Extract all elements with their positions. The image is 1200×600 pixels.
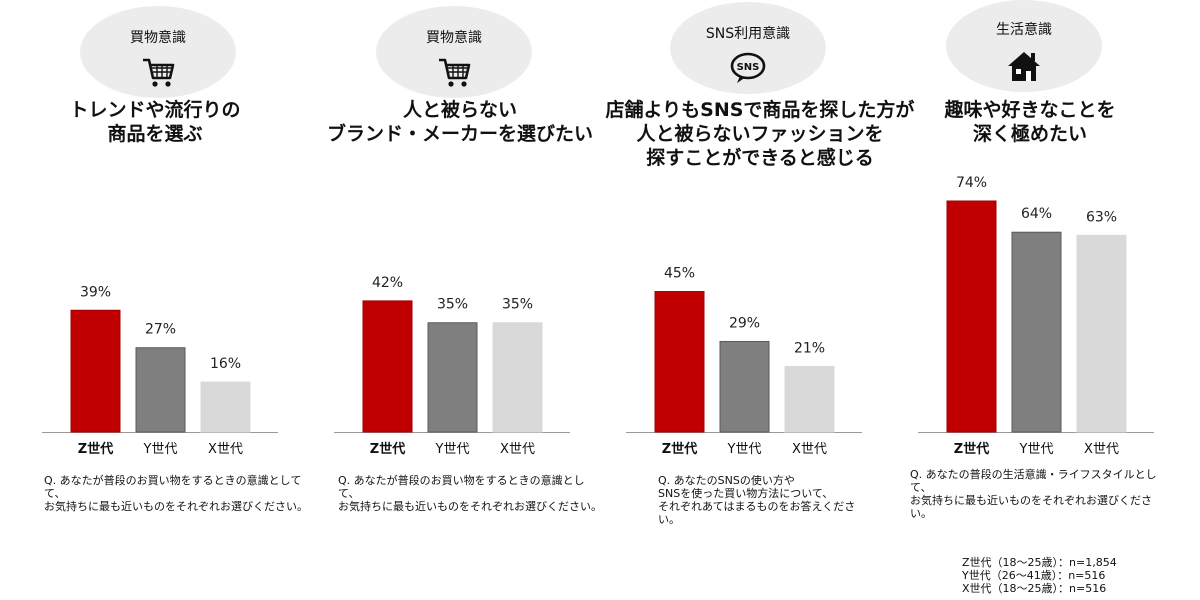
data-label: 27%: [145, 322, 176, 338]
sample-size-note: Z世代（18～25歳）：n=1,854 Y世代（26～41歳）：n=516 X世…: [962, 556, 1117, 595]
headline: 趣味や好きなことを 深く極めたい: [870, 98, 1190, 146]
category-label: Z世代: [78, 441, 113, 457]
headline-line: 深く極めたい: [972, 123, 1087, 145]
data-label: 35%: [502, 297, 533, 313]
headline-line: 商品を選ぶ: [107, 123, 203, 145]
badge-label: SNS利用意識: [705, 26, 791, 42]
question-line: Q. あなたの普段の生活意識・ライフスタイルとし: [910, 468, 1157, 481]
question-line: お気持ちに最も近いものをそれぞれお選びくださ: [910, 494, 1152, 507]
category-label: X世代: [792, 442, 827, 457]
category-label: Z世代: [370, 441, 405, 457]
data-label: 21%: [794, 340, 825, 356]
data-label: 45%: [664, 266, 695, 282]
bar-z-generation: [70, 309, 121, 433]
svg-text:SNS: SNS: [737, 62, 760, 73]
question-line: それぞれあてはまるものをお答えくださ: [658, 500, 856, 513]
headline: 店舗よりもSNSで商品を探した方が 人と被らないファッションを 探すことができる…: [560, 98, 960, 170]
category-label: X世代: [500, 442, 535, 457]
category-label: Z世代: [662, 441, 697, 457]
question-line: お気持ちに最も近いものをそれぞれお選びください。: [338, 500, 602, 513]
bar-x-generation: [784, 365, 835, 433]
headline-line: 探すことができると感じる: [646, 147, 874, 169]
badge-label: 買物意識: [426, 30, 482, 46]
headline: トレンドや流行りの 商品を選ぶ: [0, 98, 315, 146]
question-line: Q. あなたが普段のお買い物をするときの意識とし: [338, 474, 585, 487]
category-label: Y世代: [727, 442, 762, 457]
sample-size-line: Y世代（26～41歳）：n=516: [962, 569, 1106, 582]
shopping-cart-icon: [439, 58, 471, 87]
bar-x-generation: [1076, 234, 1127, 433]
headline-line: 趣味や好きなことを: [944, 99, 1116, 121]
data-label: 35%: [437, 297, 468, 313]
question-line: て、: [338, 487, 360, 500]
bar-y-generation: [135, 347, 186, 433]
bar-z-generation: [654, 291, 705, 433]
bar-x-generation: [492, 322, 543, 433]
survey-question: Q. あなたのSNSの使い方や SNSを使った買い物方法について、 それぞれあて…: [658, 474, 988, 526]
data-label: 63%: [1086, 209, 1117, 225]
category-label: X世代: [1084, 442, 1119, 457]
data-label: 42%: [372, 275, 403, 291]
category-label: Y世代: [143, 442, 178, 457]
question-line: Q. あなたが普段のお買い物をするときの意識として: [44, 474, 302, 487]
bar-y-generation: [427, 322, 478, 433]
bar-x-generation: [200, 381, 251, 433]
category-badge: 買物意識: [80, 6, 236, 98]
question-line: い。: [658, 513, 680, 526]
data-label: 74%: [956, 175, 987, 191]
category-label: Z世代: [954, 441, 989, 457]
headline: 人と被らない ブランド・メーカーを選びたい: [300, 98, 620, 146]
data-label: 29%: [729, 315, 760, 331]
bar-z-generation: [946, 200, 997, 433]
question-line: て、: [44, 487, 66, 500]
panel-1: 買物意識 トレンドや流行りの 商品を選ぶ Q. あなたが普段のお買い物をするとき…: [0, 0, 308, 600]
panel-4: 生活意識 趣味や好きなことを 深く極めたい Q. あなたの普段の生活意識・ライフ…: [900, 0, 1200, 600]
category-label: Y世代: [1019, 442, 1054, 457]
category-label: Y世代: [435, 442, 470, 457]
sample-size-line: Z世代（18～25歳）：n=1,854: [962, 556, 1117, 569]
question-line: SNSを使った買い物方法について、: [658, 487, 834, 500]
category-badge: SNS利用意識 SNS: [670, 2, 826, 94]
headline-line: 店舗よりもSNSで商品を探した方が: [605, 99, 915, 121]
category-badge: 生活意識: [946, 0, 1102, 92]
shopping-cart-icon: [143, 58, 175, 87]
question-line: Q. あなたのSNSの使い方や: [658, 474, 795, 487]
headline-line: 人と被らないファッションを: [636, 123, 884, 145]
panel-2: 買物意識 人と被らない ブランド・メーカーを選びたい Q. あなたが普段のお買い…: [300, 0, 602, 600]
question-line: お気持ちに最も近いものをそれぞれお選びください。: [44, 500, 308, 513]
survey-question: Q. あなたが普段のお買い物をするときの意識として て、 お気持ちに最も近いもの…: [44, 474, 374, 513]
headline-line: トレンドや流行りの: [69, 99, 241, 121]
house-icon: [1008, 52, 1040, 81]
survey-question: Q. あなたが普段のお買い物をするときの意識とし て、 お気持ちに最も近いものを…: [338, 474, 668, 513]
data-label: 39%: [80, 284, 111, 300]
badge-label: 買物意識: [130, 30, 186, 46]
sample-size-line: X世代（18～25歳）：n=516: [962, 582, 1107, 595]
category-label: X世代: [208, 442, 243, 457]
category-badge: 買物意識: [376, 6, 532, 98]
headline-line: ブランド・メーカーを選びたい: [326, 123, 593, 145]
bar-y-generation: [719, 340, 770, 433]
panel-3: SNS利用意識 SNS 店舗よりもSNSで商品を探した方が 人と被らないファッシ…: [600, 0, 914, 600]
badge-label: 生活意識: [996, 22, 1052, 38]
question-line: い。: [910, 507, 932, 520]
survey-question: Q. あなたの普段の生活意識・ライフスタイルとし て、 お気持ちに最も近いものを…: [910, 468, 1200, 520]
question-line: て、: [910, 481, 932, 494]
sns-chat-icon: SNS: [730, 52, 766, 83]
headline-line: 人と被らない: [402, 99, 517, 121]
bar-z-generation: [362, 300, 413, 433]
data-label: 16%: [210, 356, 241, 372]
data-label: 64%: [1021, 206, 1052, 222]
bar-y-generation: [1011, 231, 1062, 433]
